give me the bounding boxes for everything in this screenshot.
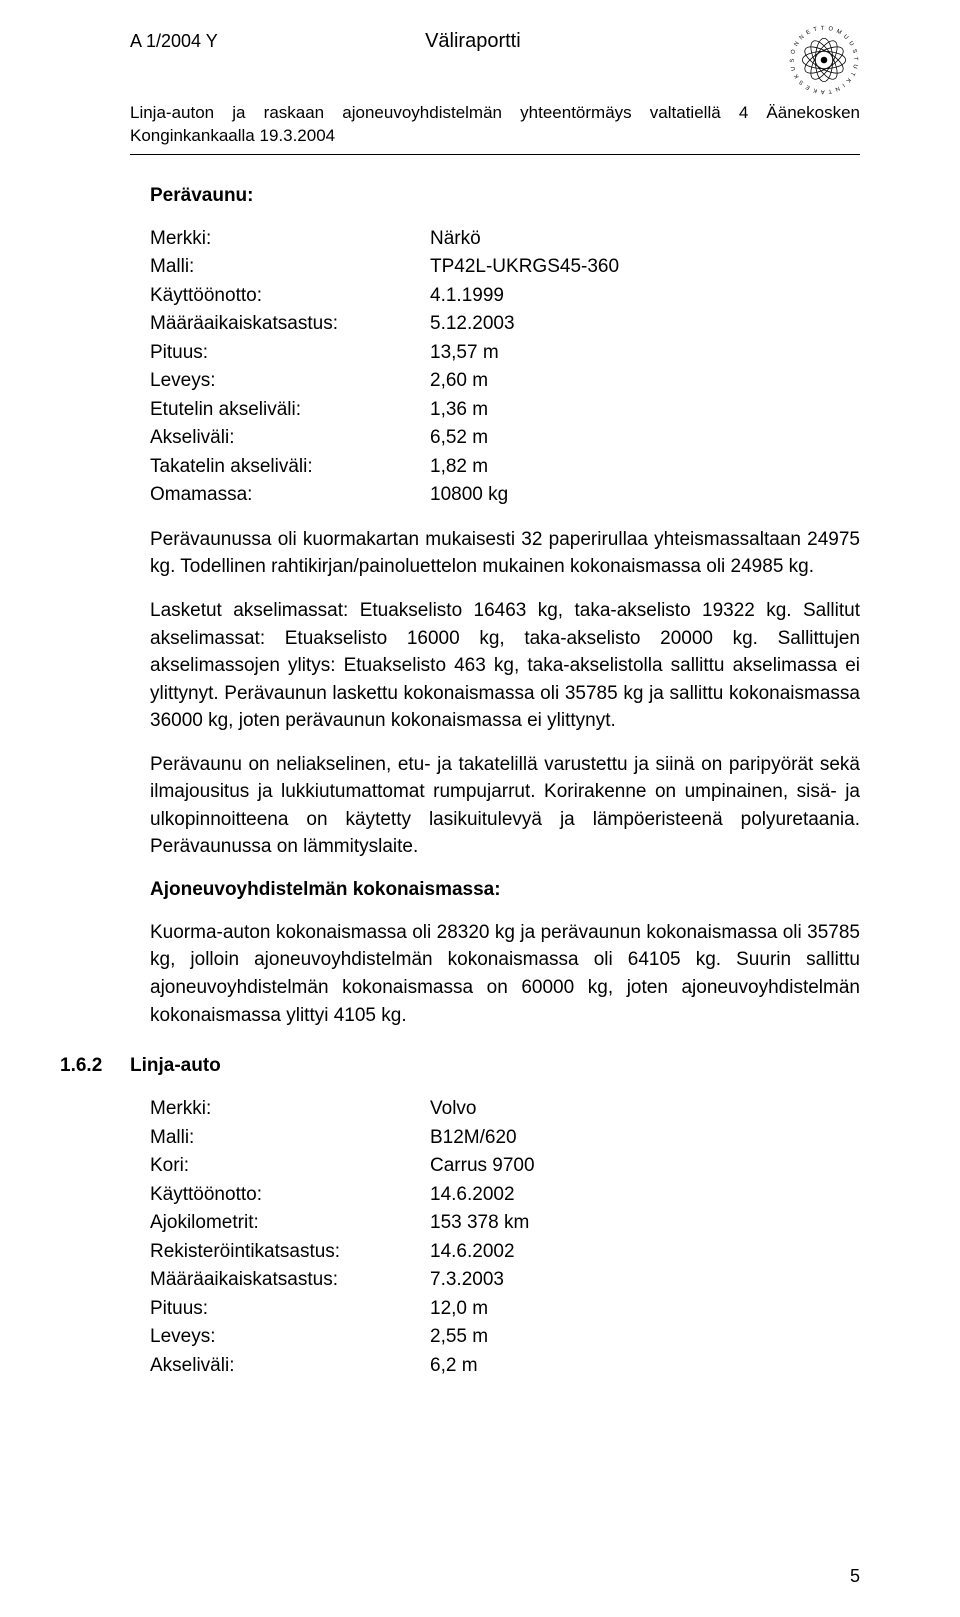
spec-value: 7.3.2003	[430, 1266, 860, 1295]
section-number: 1.6.2	[60, 1055, 130, 1077]
spec-row: Ajokilometrit:153 378 km	[150, 1209, 860, 1238]
spec-row: Akseliväli:6,52 m	[150, 424, 860, 453]
spec-row: Määräaikaiskatsastus:7.3.2003	[150, 1266, 860, 1295]
spec-row: Käyttöönotto:4.1.1999	[150, 282, 860, 311]
spec-row: Merkki:Volvo	[150, 1095, 860, 1124]
spec-value: 2,60 m	[430, 367, 860, 396]
trailer-specs: Merkki:NärköMalli:TP42L-UKRGS45-360Käytt…	[150, 225, 860, 510]
spec-value: Carrus 9700	[430, 1152, 860, 1181]
spec-value: 14.6.2002	[430, 1181, 860, 1210]
spec-key: Etutelin akseliväli:	[150, 396, 430, 425]
spec-key: Määräaikaiskatsastus:	[150, 1266, 430, 1295]
spec-row: Takatelin akseliväli:1,82 m	[150, 453, 860, 482]
spec-value: 10800 kg	[430, 481, 860, 510]
spec-row: Etutelin akseliväli:1,36 m	[150, 396, 860, 425]
spec-row: Leveys:2,55 m	[150, 1323, 860, 1352]
report-title: Väliraportti	[158, 30, 788, 53]
spec-value: Närkö	[430, 225, 860, 254]
spec-key: Käyttöönotto:	[150, 282, 430, 311]
spec-value: 1,36 m	[430, 396, 860, 425]
spec-key: Takatelin akseliväli:	[150, 453, 430, 482]
spec-key: Akseliväli:	[150, 424, 430, 453]
combo-paragraph: Kuorma-auton kokonaismassa oli 28320 kg …	[150, 919, 860, 1029]
spec-row: Määräaikaiskatsastus:5.12.2003	[150, 310, 860, 339]
spec-value: B12M/620	[430, 1124, 860, 1153]
spec-value: 6,52 m	[430, 424, 860, 453]
page-number: 5	[850, 1566, 860, 1587]
spec-value: TP42L-UKRGS45-360	[430, 253, 860, 282]
spec-value: 14.6.2002	[430, 1238, 860, 1267]
spec-key: Käyttöönotto:	[150, 1181, 430, 1210]
spec-key: Ajokilometrit:	[150, 1209, 430, 1238]
spec-row: Leveys:2,60 m	[150, 367, 860, 396]
spec-value: 4.1.1999	[430, 282, 860, 311]
spec-value: Volvo	[430, 1095, 860, 1124]
spec-row: Malli:B12M/620	[150, 1124, 860, 1153]
spec-key: Malli:	[150, 253, 430, 282]
page: A 1/2004 Y Väliraportti O N N E	[0, 0, 960, 1617]
combo-heading: Ajoneuvoyhdistelmän kokonaismassa:	[150, 879, 860, 901]
bus-section-header: 1.6.2 Linja-auto	[130, 1055, 860, 1077]
spec-value: 6,2 m	[430, 1352, 860, 1381]
spec-key: Pituus:	[150, 339, 430, 368]
header-row: A 1/2004 Y Väliraportti O N N E	[130, 30, 860, 96]
spec-value: 13,57 m	[430, 339, 860, 368]
spec-key: Merkki:	[150, 1095, 430, 1124]
spec-row: Malli:TP42L-UKRGS45-360	[150, 253, 860, 282]
header-divider	[130, 154, 860, 155]
spec-value: 1,82 m	[430, 453, 860, 482]
spec-row: Käyttöönotto:14.6.2002	[150, 1181, 860, 1210]
spec-key: Malli:	[150, 1124, 430, 1153]
spec-key: Rekisteröintikatsastus:	[150, 1238, 430, 1267]
spec-row: Omamassa:10800 kg	[150, 481, 860, 510]
spec-key: Omamassa:	[150, 481, 430, 510]
spec-key: Pituus:	[150, 1295, 430, 1324]
trailer-heading: Perävaunu:	[150, 185, 860, 207]
spec-key: Leveys:	[150, 1323, 430, 1352]
spec-value: 5.12.2003	[430, 310, 860, 339]
paragraph-3: Perävaunu on neliakselinen, etu- ja taka…	[150, 751, 860, 861]
bus-specs: Merkki:VolvoMalli:B12M/620Kori:Carrus 97…	[150, 1095, 860, 1380]
spec-row: Pituus:13,57 m	[150, 339, 860, 368]
spec-key: Merkki:	[150, 225, 430, 254]
spec-key: Leveys:	[150, 367, 430, 396]
spec-value: 2,55 m	[430, 1323, 860, 1352]
spec-row: Merkki:Närkö	[150, 225, 860, 254]
spec-key: Akseliväli:	[150, 1352, 430, 1381]
agency-logo: O N N E T T O M U U S T U T K I N T A K …	[788, 24, 860, 96]
header-subtitle: Linja-auton ja raskaan ajoneuvoyhdistelm…	[130, 102, 860, 148]
paragraph-1: Perävaunussa oli kuormakartan mukaisesti…	[150, 526, 860, 581]
spec-key: Määräaikaiskatsastus:	[150, 310, 430, 339]
content-section: Perävaunu: Merkki:NärköMalli:TP42L-UKRGS…	[150, 185, 860, 1029]
spec-row: Akseliväli:6,2 m	[150, 1352, 860, 1381]
paragraph-2: Lasketut akselimassat: Etuakselisto 1646…	[150, 597, 860, 735]
section-label: Linja-auto	[130, 1055, 221, 1077]
spec-row: Kori:Carrus 9700	[150, 1152, 860, 1181]
spec-row: Rekisteröintikatsastus:14.6.2002	[150, 1238, 860, 1267]
spec-key: Kori:	[150, 1152, 430, 1181]
spec-row: Pituus:12,0 m	[150, 1295, 860, 1324]
bus-section: Merkki:VolvoMalli:B12M/620Kori:Carrus 97…	[150, 1095, 860, 1380]
spec-value: 153 378 km	[430, 1209, 860, 1238]
spec-value: 12,0 m	[430, 1295, 860, 1324]
